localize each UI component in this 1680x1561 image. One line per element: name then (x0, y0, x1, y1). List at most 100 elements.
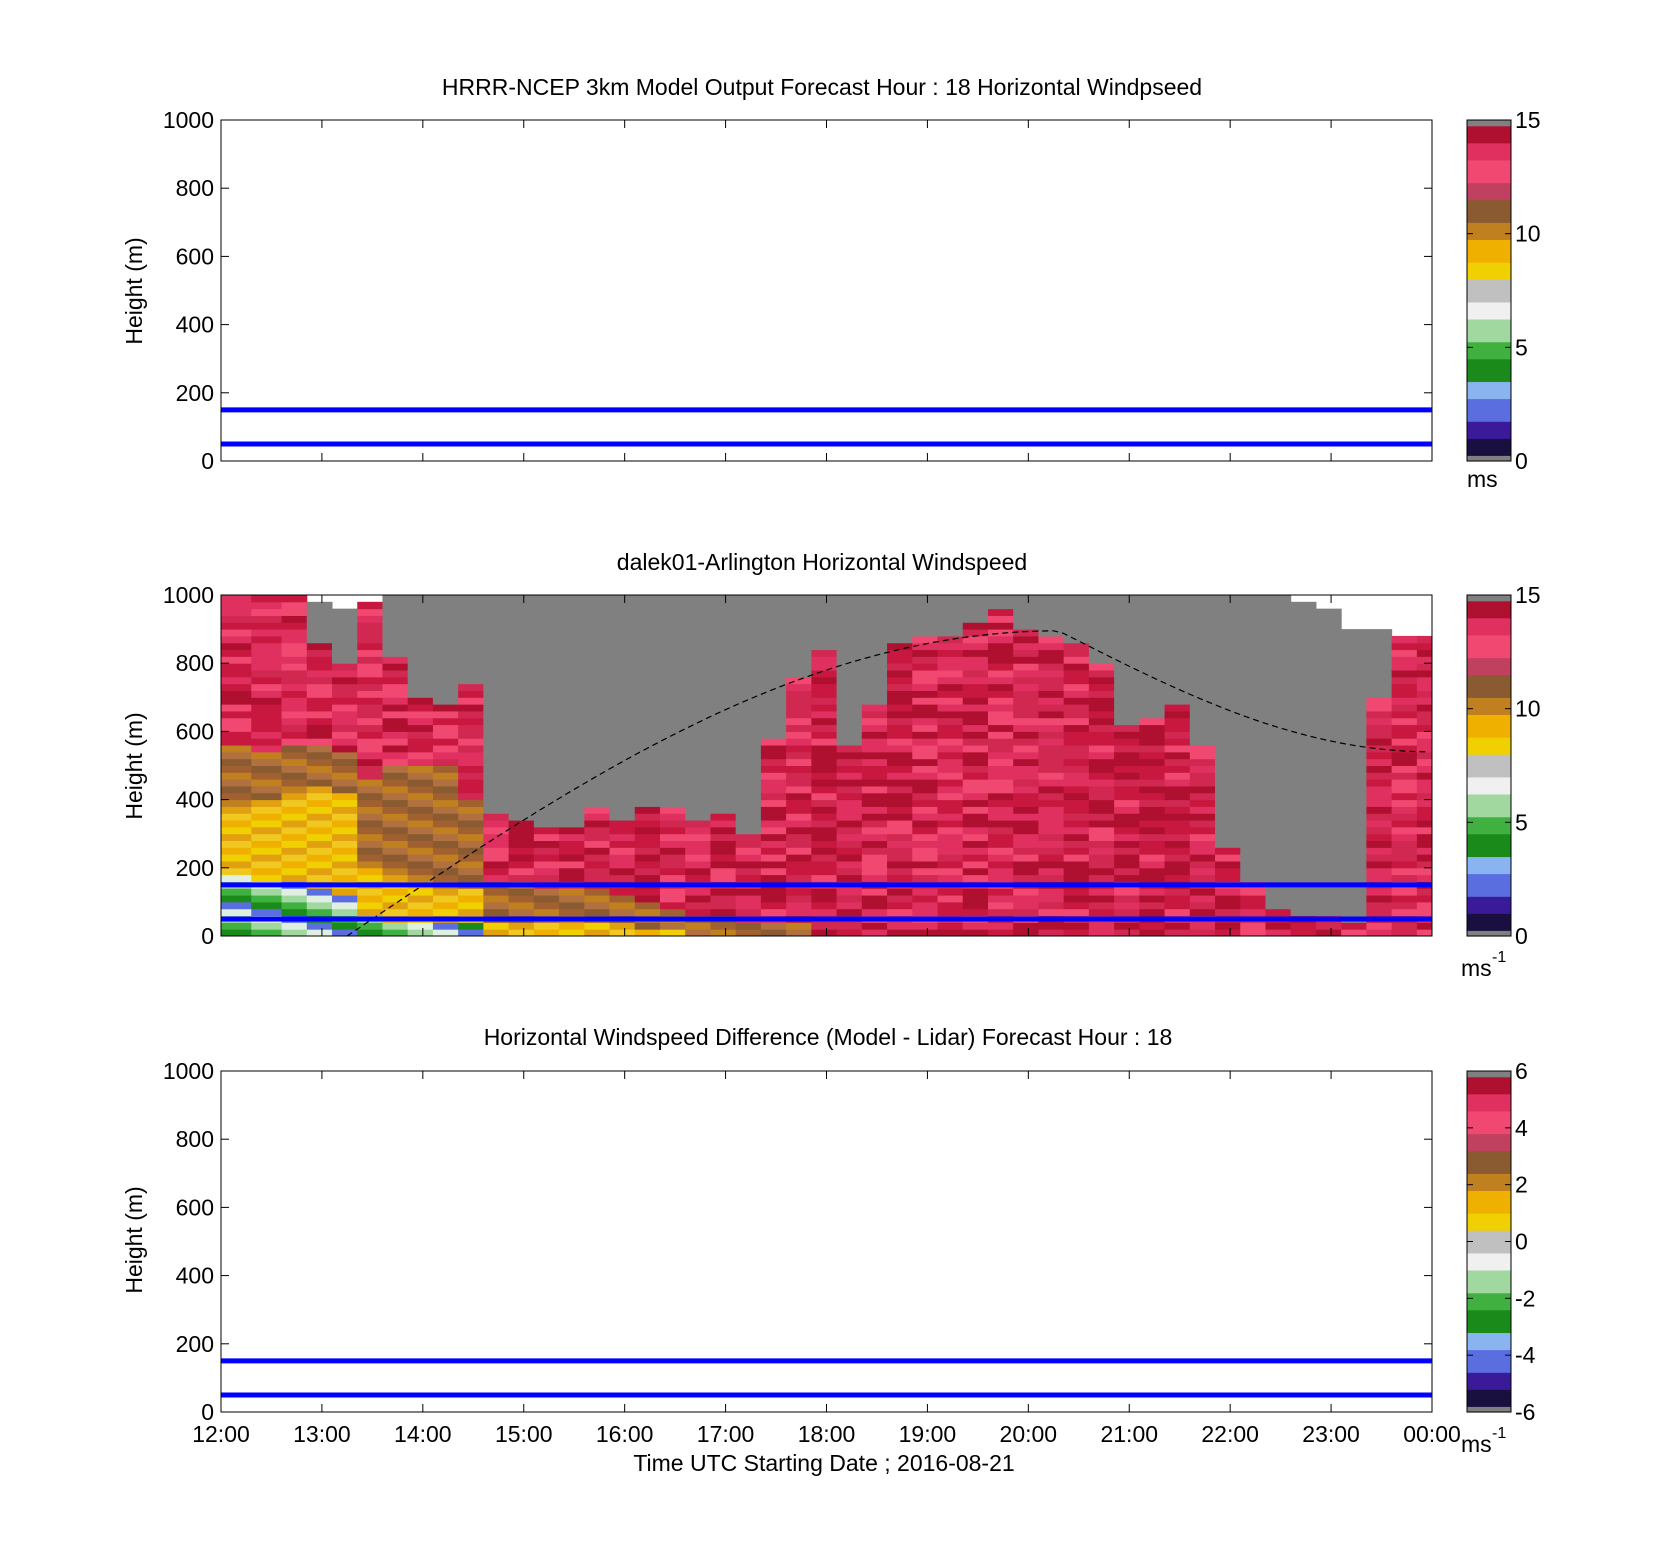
heatmap-cell (357, 690, 383, 698)
heatmap-cell (1088, 765, 1115, 773)
heatmap-cell (735, 929, 762, 936)
heatmap-cell (1164, 888, 1191, 896)
heatmap-cell (786, 792, 812, 801)
heatmap-cell (1114, 595, 1140, 603)
heatmap-cell (1416, 860, 1432, 869)
heatmap-cell (251, 826, 283, 835)
heatmap-cell (1341, 895, 1367, 903)
colorbar-segment (1467, 663, 1511, 670)
heatmap-cell (1341, 901, 1367, 910)
x-tick-label: 00:00 (1403, 1421, 1461, 1447)
heatmap-cell (432, 854, 459, 862)
heatmap-cell (1315, 799, 1342, 807)
heatmap-cell (987, 854, 1014, 862)
heatmap-cell (1290, 697, 1317, 705)
heatmap-cell (1038, 758, 1065, 766)
heatmap-cell (760, 908, 787, 917)
heatmap-cell (887, 697, 913, 705)
heatmap-cell (1265, 649, 1292, 657)
heatmap-cell (1088, 717, 1115, 726)
heatmap-cell (559, 663, 585, 671)
heatmap-cell (1189, 758, 1216, 766)
heatmap-cell (458, 895, 484, 903)
heatmap-cell (357, 806, 383, 814)
heatmap-cell (962, 826, 989, 835)
heatmap-cell (634, 622, 661, 630)
heatmap-cell (1189, 595, 1216, 603)
heatmap-cell (786, 635, 812, 644)
heatmap-cell (432, 779, 459, 787)
heatmap-cell (1290, 901, 1317, 910)
heatmap-cell (432, 595, 459, 603)
heatmap-cell (786, 745, 812, 753)
heatmap-cell (533, 867, 560, 876)
heatmap-cell (836, 656, 863, 664)
heatmap-cell (887, 670, 913, 678)
heatmap-cell (1088, 792, 1115, 801)
heatmap-cell (251, 670, 283, 678)
heatmap-cell (1391, 738, 1418, 746)
heatmap-cell (1416, 663, 1432, 671)
heatmap-cell (221, 690, 252, 698)
heatmap-cell (407, 656, 434, 664)
heatmap-cell (1290, 874, 1317, 882)
heatmap-cell (1391, 929, 1418, 936)
heatmap-cell (836, 635, 863, 644)
heatmap-cell (987, 738, 1014, 746)
colorbar-segment (1467, 426, 1511, 434)
heatmap-cell (1315, 806, 1342, 814)
heatmap-cell (483, 806, 510, 814)
heatmap-cell (1164, 642, 1191, 651)
heatmap-cell (1088, 690, 1115, 698)
colorbar-segment (1467, 330, 1511, 337)
heatmap-cell (251, 738, 283, 746)
heatmap-cell (710, 731, 737, 739)
heatmap-cell (508, 758, 535, 766)
heatmap-cell (533, 690, 560, 698)
heatmap-cell (281, 888, 308, 896)
heatmap-cell (760, 929, 787, 936)
heatmap-cell (962, 608, 989, 616)
heatmap-cell (1063, 642, 1090, 651)
heatmap-cell (659, 704, 686, 712)
heatmap-cell (332, 888, 358, 896)
heatmap-cell (710, 799, 737, 807)
heatmap-cell (432, 799, 459, 807)
heatmap-cell (1164, 622, 1191, 630)
heatmap-cell (332, 765, 358, 773)
heatmap-cell (382, 799, 409, 807)
plot-content (221, 407, 1432, 447)
heatmap-cell (912, 676, 939, 685)
heatmap-cell (1341, 717, 1367, 726)
heatmap-cell (735, 854, 762, 862)
heatmap-cell (811, 860, 838, 869)
heatmap-cell (937, 676, 964, 685)
heatmap-cell (962, 704, 989, 712)
heatmap-cell (987, 779, 1014, 787)
heatmap-cell (861, 895, 888, 903)
heatmap-cell (407, 751, 434, 760)
heatmap-cell (559, 683, 585, 691)
heatmap-cell (458, 608, 484, 616)
heatmap-cell (937, 683, 964, 691)
heatmap-cell (1341, 833, 1367, 842)
heatmap-cell (659, 670, 686, 678)
heatmap-cell (760, 738, 787, 746)
heatmap-cell (685, 847, 711, 855)
heatmap-cell (937, 738, 964, 746)
heatmap-column (609, 595, 636, 936)
heatmap-cell (281, 840, 308, 848)
heatmap-cell (861, 615, 888, 623)
heatmap-cell (659, 901, 686, 910)
heatmap-cell (609, 874, 636, 882)
heatmap-cell (1164, 731, 1191, 739)
heatmap-cell (634, 635, 661, 644)
heatmap-cell (281, 629, 308, 637)
heatmap-cell (811, 717, 838, 726)
heatmap-cell (912, 888, 939, 896)
heatmap-cell (357, 663, 383, 671)
heatmap-cell (786, 895, 812, 903)
colorbar-segment (1467, 296, 1511, 303)
heatmap-cell (786, 833, 812, 842)
